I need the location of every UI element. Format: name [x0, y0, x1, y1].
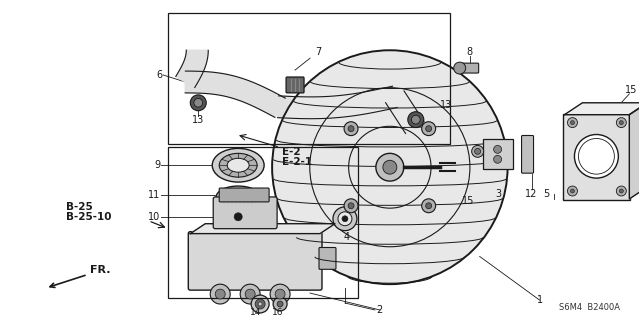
Circle shape	[493, 155, 502, 163]
Circle shape	[493, 145, 502, 153]
Circle shape	[620, 189, 623, 193]
Text: 8: 8	[467, 47, 473, 57]
Circle shape	[570, 121, 575, 125]
Circle shape	[245, 289, 255, 299]
Text: 2: 2	[377, 305, 383, 315]
Circle shape	[408, 112, 424, 128]
Circle shape	[348, 203, 354, 209]
Text: E-2: E-2	[282, 147, 301, 157]
Circle shape	[258, 302, 262, 306]
Text: 13: 13	[192, 115, 204, 125]
Circle shape	[570, 189, 575, 193]
Text: 1: 1	[536, 295, 543, 305]
Text: S6M4  B2400A: S6M4 B2400A	[559, 303, 620, 313]
Text: 12: 12	[525, 189, 538, 199]
Text: 16: 16	[273, 308, 284, 317]
Polygon shape	[185, 71, 285, 117]
FancyBboxPatch shape	[220, 188, 269, 202]
Circle shape	[475, 148, 481, 154]
Circle shape	[383, 160, 397, 174]
Circle shape	[255, 299, 265, 309]
Polygon shape	[386, 91, 424, 133]
Circle shape	[194, 99, 203, 107]
Circle shape	[412, 115, 420, 124]
Text: 4: 4	[344, 232, 350, 241]
Circle shape	[190, 95, 206, 111]
Circle shape	[616, 118, 627, 128]
Polygon shape	[278, 86, 397, 119]
Circle shape	[240, 284, 260, 304]
Ellipse shape	[220, 153, 257, 177]
FancyBboxPatch shape	[286, 77, 304, 93]
Text: 14: 14	[250, 308, 261, 317]
Circle shape	[422, 122, 436, 136]
Text: E-2-1: E-2-1	[282, 157, 312, 167]
Circle shape	[272, 50, 508, 284]
Text: 7: 7	[315, 47, 321, 57]
Bar	[168, 12, 450, 145]
Circle shape	[277, 301, 283, 307]
Circle shape	[568, 118, 577, 128]
Ellipse shape	[212, 148, 264, 182]
Circle shape	[338, 212, 352, 226]
Text: 6: 6	[156, 70, 163, 80]
Polygon shape	[564, 103, 640, 115]
Ellipse shape	[227, 158, 249, 172]
FancyBboxPatch shape	[213, 197, 277, 229]
Text: 15: 15	[461, 196, 474, 206]
Text: 3: 3	[495, 189, 502, 199]
FancyBboxPatch shape	[319, 248, 336, 269]
Text: 11: 11	[148, 190, 161, 200]
Circle shape	[472, 145, 484, 157]
Circle shape	[344, 122, 358, 136]
Ellipse shape	[216, 186, 260, 208]
Polygon shape	[176, 50, 208, 87]
Polygon shape	[629, 103, 640, 199]
Circle shape	[273, 297, 287, 311]
Circle shape	[426, 126, 431, 132]
Ellipse shape	[222, 189, 254, 204]
Circle shape	[344, 199, 358, 213]
Circle shape	[234, 213, 242, 221]
Text: 13: 13	[440, 100, 452, 110]
Text: B-25: B-25	[65, 202, 92, 212]
Circle shape	[422, 199, 436, 213]
Circle shape	[251, 295, 269, 313]
Text: 10: 10	[148, 212, 161, 222]
Circle shape	[333, 207, 357, 231]
FancyBboxPatch shape	[188, 232, 322, 290]
Text: B-25-10: B-25-10	[65, 212, 111, 222]
FancyBboxPatch shape	[461, 63, 479, 73]
FancyBboxPatch shape	[563, 114, 630, 200]
Circle shape	[616, 186, 627, 196]
Circle shape	[376, 153, 404, 181]
FancyBboxPatch shape	[522, 136, 534, 173]
Text: 9: 9	[154, 160, 161, 170]
Bar	[168, 147, 358, 298]
Text: 5: 5	[543, 189, 550, 199]
Circle shape	[620, 121, 623, 125]
Circle shape	[426, 203, 431, 209]
Circle shape	[275, 289, 285, 299]
Circle shape	[215, 289, 225, 299]
Circle shape	[575, 135, 618, 178]
Circle shape	[454, 62, 466, 74]
Text: FR.: FR.	[50, 265, 111, 287]
Polygon shape	[190, 224, 335, 234]
Circle shape	[270, 284, 290, 304]
Circle shape	[348, 126, 354, 132]
Text: 15: 15	[625, 85, 637, 95]
Circle shape	[210, 284, 230, 304]
Circle shape	[342, 216, 348, 222]
FancyBboxPatch shape	[483, 139, 513, 169]
Circle shape	[568, 186, 577, 196]
